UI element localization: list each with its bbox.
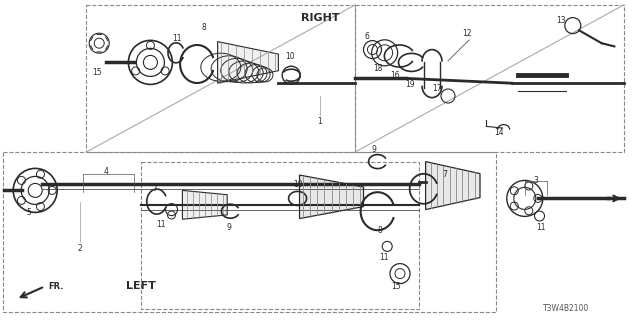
Polygon shape (218, 42, 278, 83)
Text: FR.: FR. (48, 282, 63, 291)
Text: 16: 16 (390, 71, 400, 80)
Text: 11: 11 (157, 220, 166, 228)
Text: 14: 14 (494, 128, 504, 137)
Text: 9: 9 (372, 145, 377, 154)
Text: 10: 10 (292, 180, 303, 188)
Text: 8: 8 (201, 23, 206, 32)
Text: LEFT: LEFT (126, 281, 156, 292)
Text: T3W4B2100: T3W4B2100 (543, 304, 589, 313)
Text: 12: 12 (463, 29, 472, 38)
Text: 9: 9 (226, 223, 231, 232)
Text: 6: 6 (365, 32, 370, 41)
Text: 19: 19 (404, 80, 415, 89)
Polygon shape (300, 175, 364, 219)
Text: RIGHT: RIGHT (301, 12, 339, 23)
Text: 13: 13 (556, 16, 566, 25)
FancyArrowPatch shape (91, 46, 93, 50)
FancyArrowPatch shape (91, 37, 93, 41)
Polygon shape (426, 162, 480, 210)
Polygon shape (182, 190, 227, 219)
FancyArrowPatch shape (106, 37, 108, 41)
Text: 1: 1 (317, 117, 323, 126)
Text: 7: 7 (442, 170, 447, 179)
Text: 15: 15 (92, 68, 102, 76)
Text: 11: 11 (536, 223, 545, 232)
Text: 7: 7 (152, 184, 157, 193)
Text: 3: 3 (534, 176, 539, 185)
Text: 10: 10 (285, 52, 295, 60)
Text: 11: 11 (380, 253, 388, 262)
Text: 2: 2 (77, 244, 83, 252)
FancyArrowPatch shape (106, 46, 108, 50)
Text: 17: 17 (432, 84, 442, 92)
Text: 5: 5 (26, 208, 31, 217)
Text: 4: 4 (103, 167, 108, 176)
Text: 18: 18 (373, 64, 382, 73)
Text: 8: 8 (378, 226, 383, 235)
Text: 15: 15 (391, 282, 401, 291)
Text: 11: 11 (173, 34, 182, 43)
